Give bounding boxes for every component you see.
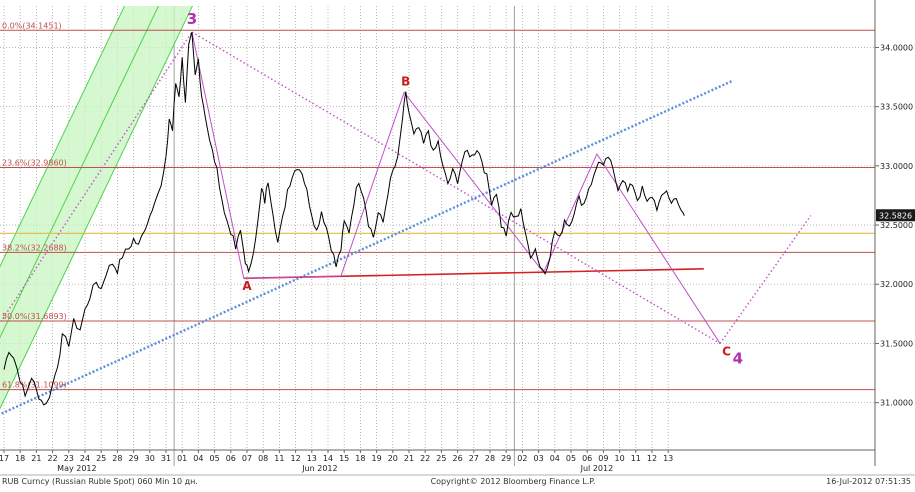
- last-price-box: [876, 209, 915, 222]
- x-tick-label: 29: [501, 454, 511, 463]
- x-tick-label: 26: [453, 454, 463, 463]
- x-tick-label: 11: [631, 454, 641, 463]
- x-tick-label: 19: [372, 454, 382, 463]
- price-line: [3, 31, 685, 406]
- fib-level-label: 23.6%(32.9860): [2, 158, 67, 167]
- fib-level-label: 38.2%(32.2688): [2, 243, 67, 252]
- fib-level-label: 0.0%(34.1451): [2, 21, 62, 30]
- x-tick-label: 06: [582, 454, 592, 463]
- x-tick-label: 04: [193, 454, 203, 463]
- x-tick-label: 05: [566, 454, 576, 463]
- footer-center: Copyright© 2012 Bloomberg Finance L.P.: [431, 477, 596, 486]
- x-tick-label: 21: [404, 454, 414, 463]
- wave-lines: [0, 31, 812, 345]
- wave-label: A: [242, 279, 252, 293]
- month-label: Jun 2012: [301, 464, 337, 473]
- x-tick-label: 29: [129, 454, 139, 463]
- wave-label: B: [401, 74, 410, 88]
- x-tick-label: 07: [242, 454, 252, 463]
- green-channel: [0, 6, 193, 410]
- month-label: May 2012: [57, 464, 96, 473]
- x-tick-label: 04: [550, 454, 560, 463]
- x-tick-label: 12: [647, 454, 657, 463]
- fib-level-label: 61.8%(31.1099): [2, 381, 67, 390]
- blue-trendline: [0, 79, 734, 416]
- x-tick-label: 28: [112, 454, 122, 463]
- x-tick-label: 05: [210, 454, 220, 463]
- y-tick-label: 31.0000: [880, 399, 913, 408]
- x-tick-label: 12: [291, 454, 301, 463]
- x-tick-label: 13: [663, 454, 673, 463]
- x-tick-label: 28: [485, 454, 495, 463]
- x-tick-label: 09: [598, 454, 608, 463]
- footer-left: RUB Curncy (Russian Ruble Spot) 060 Min …: [2, 477, 198, 486]
- x-tick-label: 22: [48, 454, 58, 463]
- x-tick-label: 25: [436, 454, 446, 463]
- wave-line: [191, 31, 721, 344]
- y-tick-label: 34.0000: [880, 43, 913, 52]
- y-tick-label: 33.5000: [880, 103, 913, 112]
- x-tick-label: 06: [226, 454, 236, 463]
- x-tick-label: 14: [323, 454, 333, 463]
- x-tick-label: 18: [15, 454, 25, 463]
- x-tick-label: 24: [80, 454, 90, 463]
- x-tick-label: 25: [96, 454, 106, 463]
- fibonacci-levels: 0.0%(34.1451) 23.6%(32.9860) 38.2%(32.2688…: [0, 21, 875, 391]
- x-tick-label: 03: [534, 454, 544, 463]
- wave-label: 3: [187, 10, 197, 28]
- x-tick-label: 22: [420, 454, 430, 463]
- fib-level-label: 50.0%(31.6893): [2, 312, 67, 321]
- footer-right: 16-Jul-2012 07:51:35: [826, 477, 911, 486]
- y-tick-label: 33.0000: [880, 162, 913, 171]
- wave-labels: 3 A B C 4: [187, 10, 743, 368]
- x-tick-label: 30: [145, 454, 155, 463]
- x-tick-label: 23: [64, 454, 74, 463]
- channel-lower-edge: [0, 6, 193, 410]
- x-tick-label: 13: [307, 454, 317, 463]
- x-tick-label: 10: [615, 454, 625, 463]
- x-tick-label: 21: [31, 454, 41, 463]
- y-tick-label: 31.5000: [880, 339, 913, 348]
- x-tick-label: 15: [339, 454, 349, 463]
- price-series: [3, 31, 685, 406]
- x-tick-label: 17: [0, 454, 9, 463]
- x-tick-label: 11: [274, 454, 284, 463]
- x-tick-label: 08: [258, 454, 268, 463]
- month-label: Jul 2012: [580, 464, 614, 473]
- x-tick-label: 02: [517, 454, 527, 463]
- wave-label: C: [722, 344, 731, 358]
- last-price-label: 32.5826: [879, 211, 912, 220]
- wave-label: 4: [733, 350, 743, 368]
- x-tick-label: 01: [177, 454, 187, 463]
- x-tick-label: 20: [388, 454, 398, 463]
- y-tick-label: 32.5000: [880, 221, 913, 230]
- axes: 31.0000 31.5000 32.0000 32.5000 33.0000 33.50…: [0, 0, 915, 476]
- x-tick-label: 18: [355, 454, 365, 463]
- horizontal-gridlines: [0, 47, 875, 404]
- channel-center-line: [0, 6, 160, 339]
- x-tick-label: 31: [161, 454, 171, 463]
- x-tick-label: 27: [469, 454, 479, 463]
- channel-upper-edge: [0, 6, 126, 268]
- y-tick-label: 32.0000: [880, 280, 913, 289]
